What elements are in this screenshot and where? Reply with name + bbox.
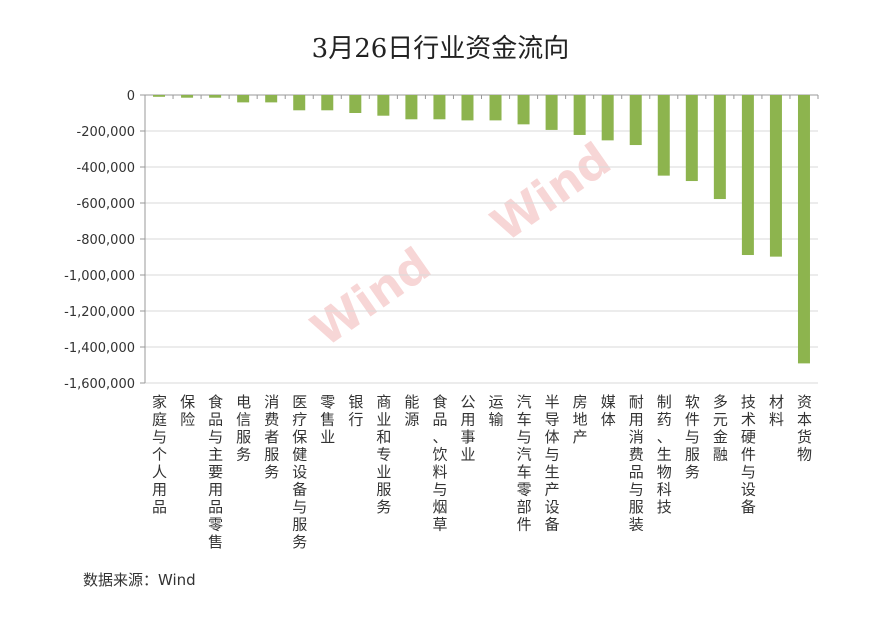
bar — [517, 95, 530, 125]
x-tick-label: 食品与主要用品零售 — [208, 393, 223, 551]
x-tick-label: 零售业 — [320, 393, 335, 446]
bar — [545, 95, 558, 130]
bar — [741, 95, 754, 256]
x-tick-label: 电信服务 — [236, 393, 251, 464]
x-tick-label: 制药、生物科技 — [657, 393, 672, 516]
x-tick-label: 消费者服务 — [264, 393, 279, 481]
y-tick-label: -200,000 — [77, 125, 135, 140]
x-tick-label: 半导体与生产设备 — [545, 393, 560, 534]
x-tick-label: 公用事业 — [460, 393, 475, 464]
x-tick-label: 食品、饮料与烟草 — [432, 393, 447, 534]
watermark: Wind — [481, 132, 620, 252]
y-tick-label: -1,200,000 — [64, 305, 135, 320]
source-note: 数据来源：Wind — [83, 571, 196, 589]
bar — [209, 95, 222, 98]
bar — [377, 95, 390, 116]
watermark: Wind — [301, 237, 440, 357]
x-tick-label: 能源 — [404, 393, 419, 429]
chart-title: 3月26日行业资金流向 — [311, 34, 570, 64]
x-tick-label: 银行 — [348, 393, 363, 429]
x-tick-label: 商业和专业服务 — [376, 393, 391, 516]
bar — [405, 95, 418, 120]
bar — [433, 95, 446, 120]
bar — [657, 95, 670, 176]
x-tick-label: 多元金融 — [713, 393, 728, 464]
x-tick-label: 材料 — [769, 393, 784, 429]
bar — [153, 95, 166, 97]
bar — [685, 95, 698, 182]
y-tick-label: 0 — [127, 89, 135, 104]
bar — [601, 95, 614, 141]
y-tick-label: -1,600,000 — [64, 377, 135, 392]
x-tick-label: 运输 — [489, 393, 504, 429]
x-tick-label: 医疗保健设备与服务 — [292, 393, 307, 551]
x-tick-label: 汽车与汽车零部件 — [517, 393, 532, 534]
x-tick-label: 软件与服务 — [685, 393, 700, 481]
bar — [489, 95, 502, 121]
bar — [769, 95, 782, 257]
bar — [181, 95, 194, 98]
y-tick-label: -800,000 — [77, 233, 135, 248]
bar — [265, 95, 278, 103]
y-tick-label: -1,000,000 — [64, 269, 135, 284]
bar — [321, 95, 334, 111]
x-tick-label: 技术硬件与设备 — [741, 393, 756, 516]
x-tick-label: 耐用消费品与服装 — [629, 393, 644, 534]
y-tick-label: -400,000 — [77, 161, 135, 176]
bar — [349, 95, 362, 113]
x-tick-label: 资本货物 — [797, 393, 812, 464]
y-tick-label: -1,400,000 — [64, 341, 135, 356]
y-tick-label: -600,000 — [77, 197, 135, 212]
x-tick-label: 家庭与个人用品 — [152, 393, 167, 516]
bar — [293, 95, 306, 111]
bar — [797, 95, 810, 364]
x-tick-label: 保险 — [180, 393, 195, 429]
bar — [237, 95, 250, 103]
bar — [573, 95, 586, 135]
bar — [461, 95, 474, 121]
x-tick-label: 媒体 — [601, 393, 616, 429]
bar — [629, 95, 642, 146]
bar — [713, 95, 726, 200]
x-tick-label: 房地产 — [573, 393, 588, 446]
